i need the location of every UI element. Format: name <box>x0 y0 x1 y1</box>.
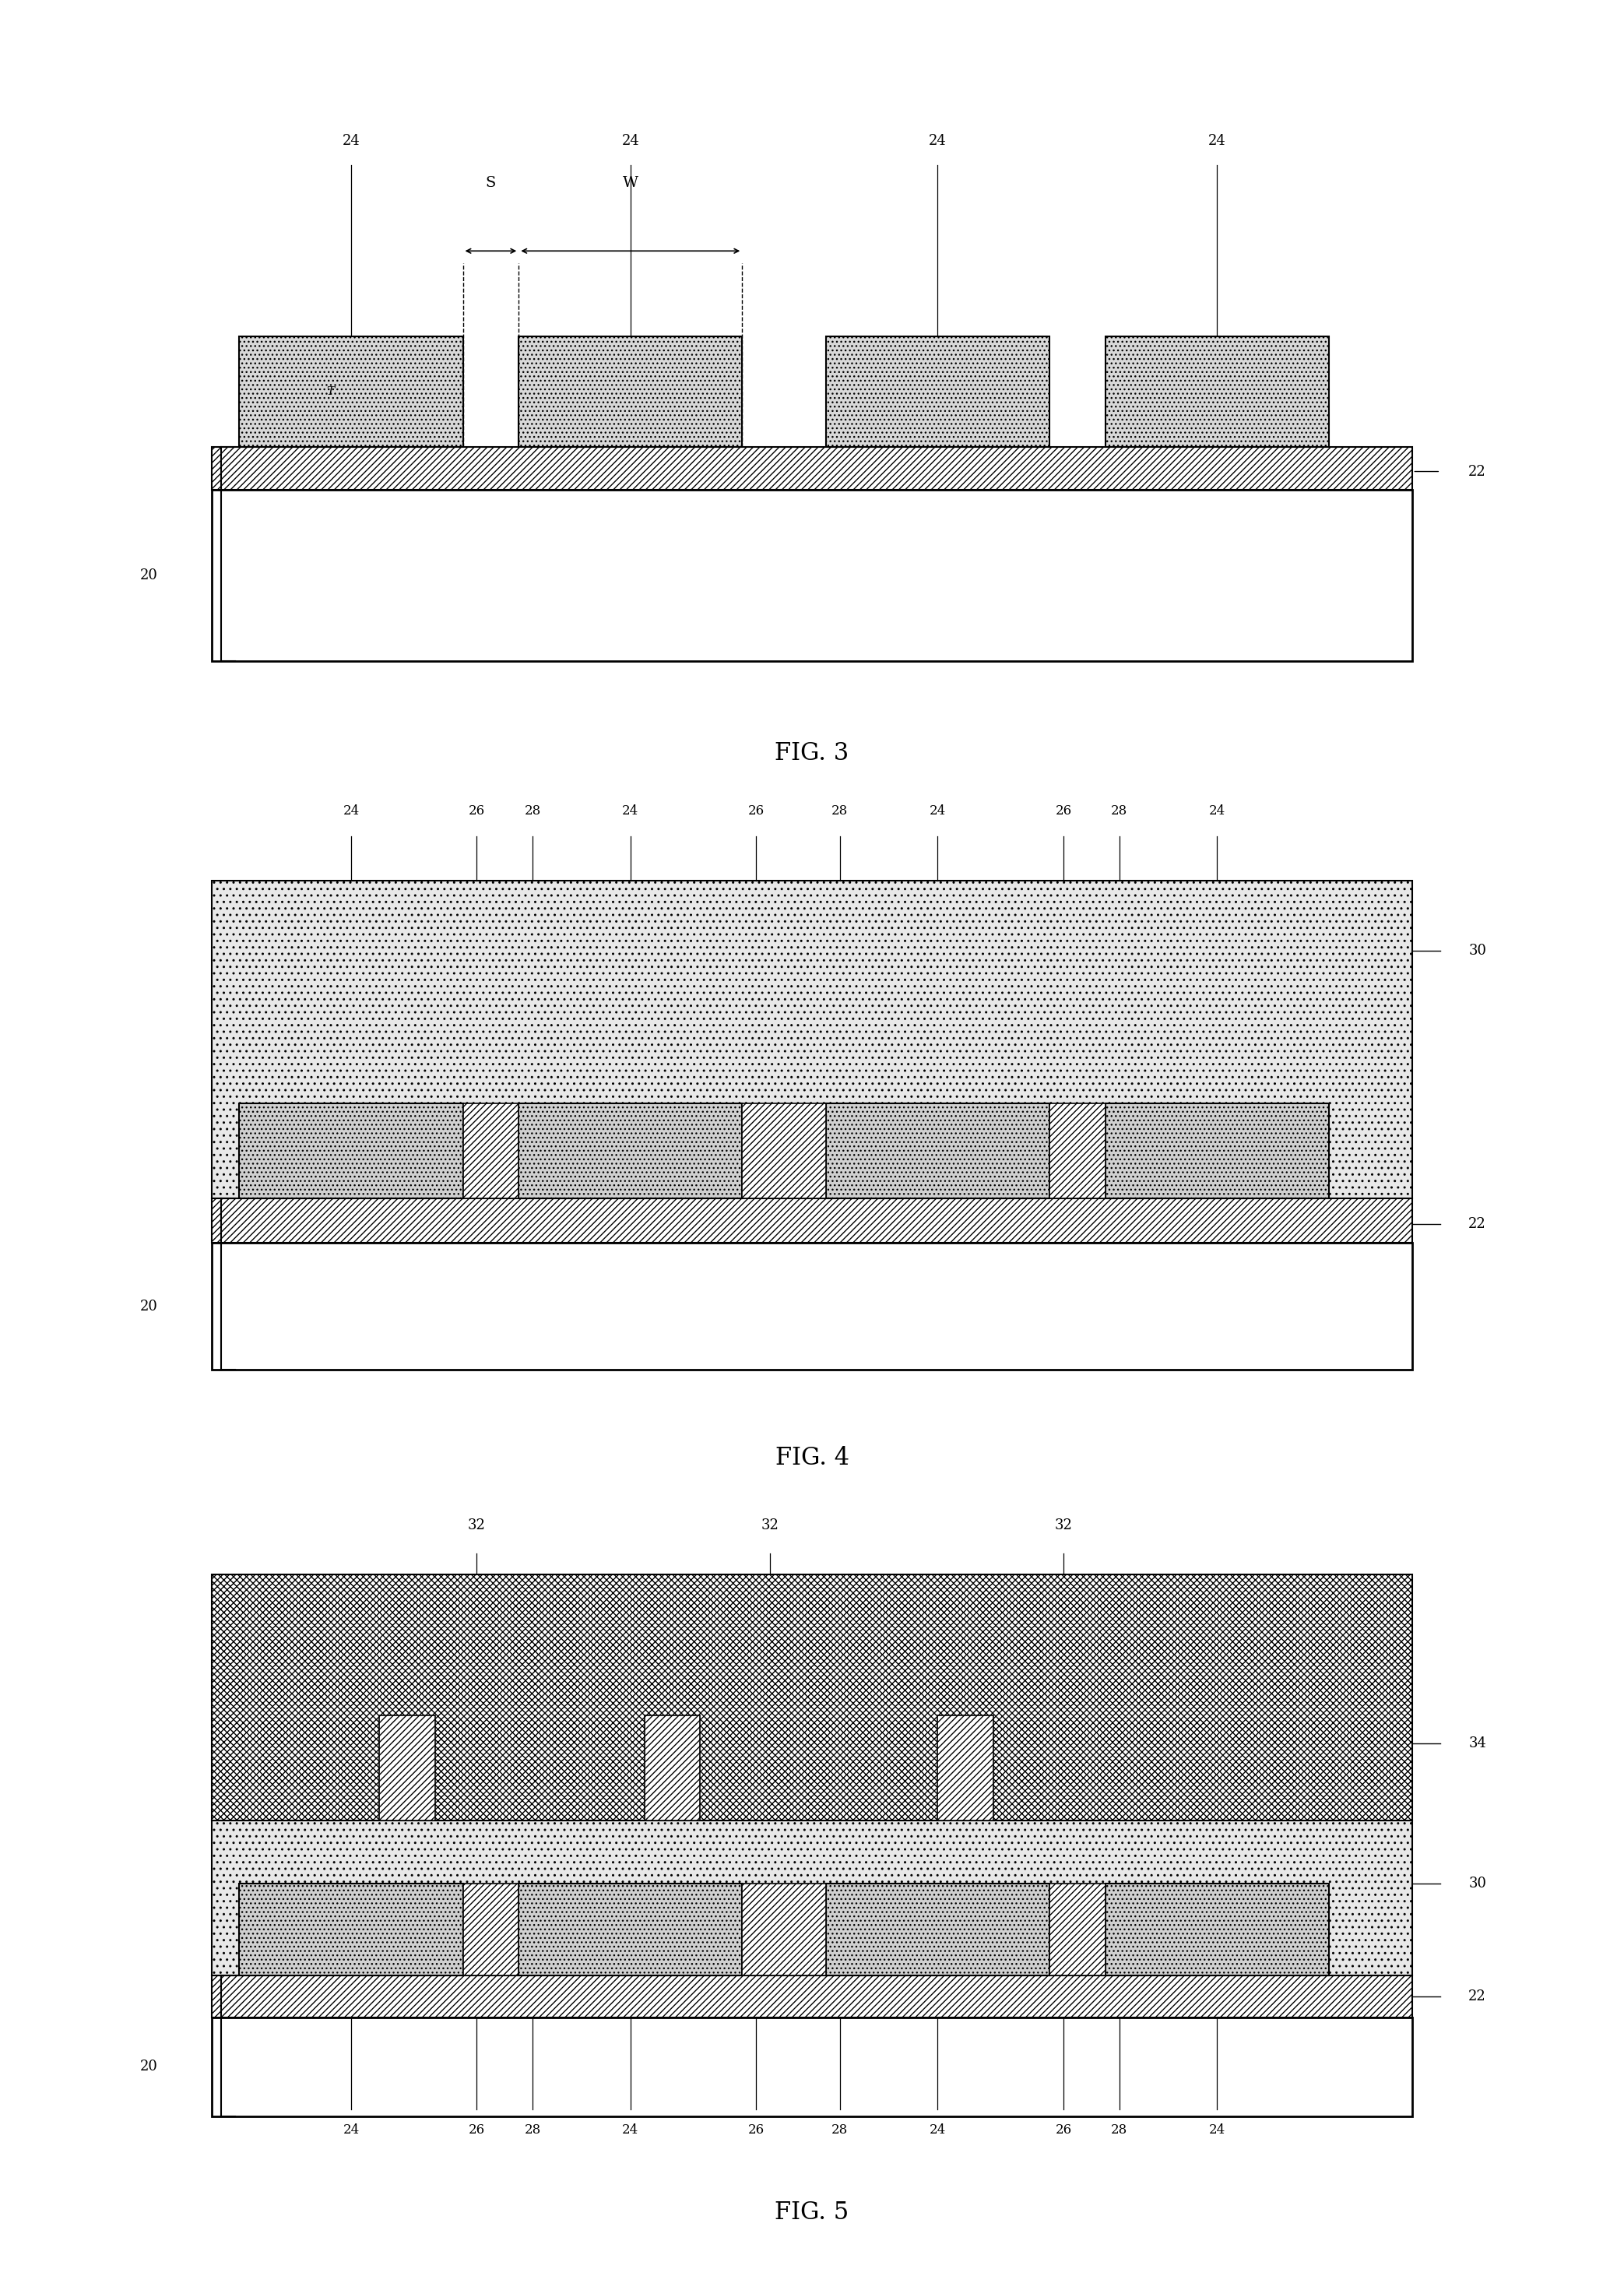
Bar <box>827 1883 1049 1976</box>
Bar <box>827 1103 1049 1198</box>
Text: 32: 32 <box>468 1518 486 1532</box>
Bar <box>463 1103 518 1198</box>
Bar <box>211 2017 1413 2117</box>
Text: 26: 26 <box>749 2124 765 2137</box>
Text: 24: 24 <box>1208 2124 1224 2137</box>
Bar <box>378 1715 435 1820</box>
Bar <box>742 1883 827 1976</box>
Text: 26: 26 <box>1056 803 1072 817</box>
Text: 26: 26 <box>469 803 486 817</box>
Text: 28: 28 <box>1111 2124 1127 2137</box>
Bar <box>239 1103 463 1198</box>
Text: FIG. 3: FIG. 3 <box>775 742 849 765</box>
Bar <box>827 336 1049 447</box>
Text: 32: 32 <box>1054 1518 1072 1532</box>
Bar <box>1106 336 1328 447</box>
Text: 20: 20 <box>140 1300 158 1314</box>
Bar <box>211 490 1413 663</box>
Text: 24: 24 <box>929 2124 945 2137</box>
Bar <box>742 1103 827 1198</box>
Text: 24: 24 <box>622 2124 638 2137</box>
Text: 30: 30 <box>1468 1876 1486 1890</box>
Bar <box>239 1883 463 1976</box>
Bar <box>211 1976 1413 2017</box>
Text: FIG. 4: FIG. 4 <box>775 1445 849 1470</box>
Text: 28: 28 <box>831 803 848 817</box>
Text: 26: 26 <box>469 2124 486 2137</box>
Text: 28: 28 <box>831 2124 848 2137</box>
Bar <box>1049 1883 1106 1976</box>
Bar <box>518 336 742 447</box>
Text: 24: 24 <box>1208 134 1226 147</box>
Text: W: W <box>622 175 638 191</box>
Text: 22: 22 <box>1468 1990 1486 2004</box>
Text: 24: 24 <box>929 803 945 817</box>
Bar <box>211 1820 1413 1976</box>
Text: 22: 22 <box>1468 465 1486 479</box>
Text: 24: 24 <box>929 134 947 147</box>
Text: 24: 24 <box>622 803 638 817</box>
Text: 34: 34 <box>1468 1736 1486 1749</box>
Text: 24: 24 <box>1208 803 1224 817</box>
Text: 28: 28 <box>525 803 541 817</box>
Text: 28: 28 <box>525 2124 541 2137</box>
Bar <box>1106 1103 1328 1198</box>
Text: 20: 20 <box>140 2060 158 2074</box>
Bar <box>518 1103 742 1198</box>
Text: 26: 26 <box>1056 2124 1072 2137</box>
Text: 24: 24 <box>343 803 359 817</box>
Text: 32: 32 <box>762 1518 780 1532</box>
Text: 24: 24 <box>622 134 640 147</box>
Text: T: T <box>326 386 335 397</box>
Bar <box>1049 1103 1106 1198</box>
Text: 24: 24 <box>343 134 361 147</box>
Bar <box>463 1883 518 1976</box>
Bar <box>211 880 1413 1198</box>
Text: FIG. 5: FIG. 5 <box>775 2201 849 2224</box>
Bar <box>211 1243 1413 1370</box>
Text: 24: 24 <box>343 2124 359 2137</box>
Text: 30: 30 <box>1468 944 1486 958</box>
Bar <box>211 447 1413 490</box>
Bar <box>211 1575 1413 1820</box>
Text: 22: 22 <box>1468 1216 1486 1230</box>
Text: 28: 28 <box>1111 803 1127 817</box>
Bar <box>518 1883 742 1976</box>
Text: S: S <box>486 175 495 191</box>
Bar <box>239 336 463 447</box>
Bar <box>211 1198 1413 1243</box>
Bar <box>645 1715 700 1820</box>
Text: 26: 26 <box>749 803 765 817</box>
Bar <box>937 1715 994 1820</box>
Bar <box>1106 1883 1328 1976</box>
Text: 20: 20 <box>140 570 158 583</box>
